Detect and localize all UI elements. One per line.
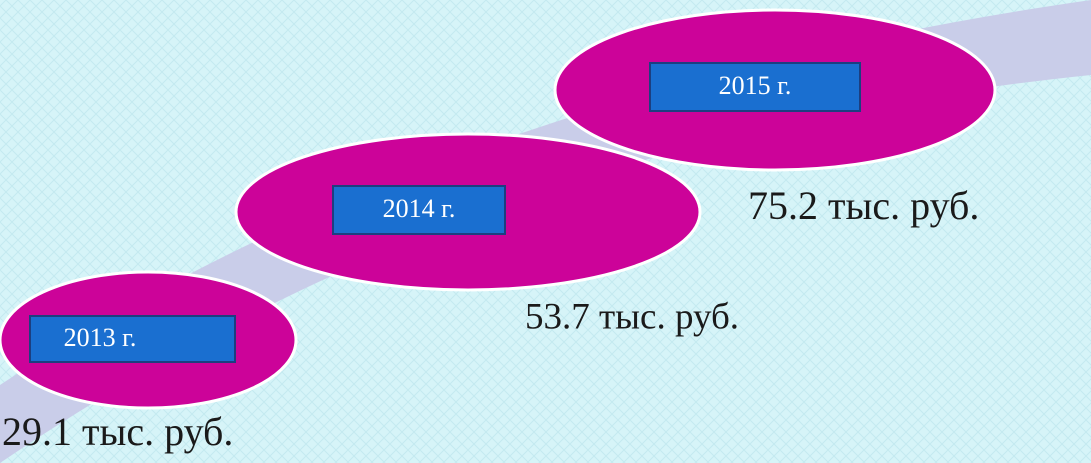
- label-box: [332, 185, 506, 235]
- node-value: 75.2 тыс. руб.: [748, 183, 979, 228]
- node-label: 2014 г.: [383, 194, 456, 223]
- node-label: 2015 г.: [719, 71, 792, 100]
- node: 2015 г. 75.2 тыс. руб.: [553, 8, 997, 228]
- node-value: 53.7 тыс. руб.: [525, 296, 739, 337]
- node-label: 2013 г.: [64, 323, 137, 352]
- node-value: 29.1 тыс. руб.: [2, 409, 233, 454]
- node: 2014 г. 53.7 тыс. руб.: [234, 132, 739, 337]
- label-box: [649, 62, 861, 112]
- label-box: [29, 315, 236, 363]
- node: 2013 г. 29.1 тыс. руб.: [0, 270, 298, 454]
